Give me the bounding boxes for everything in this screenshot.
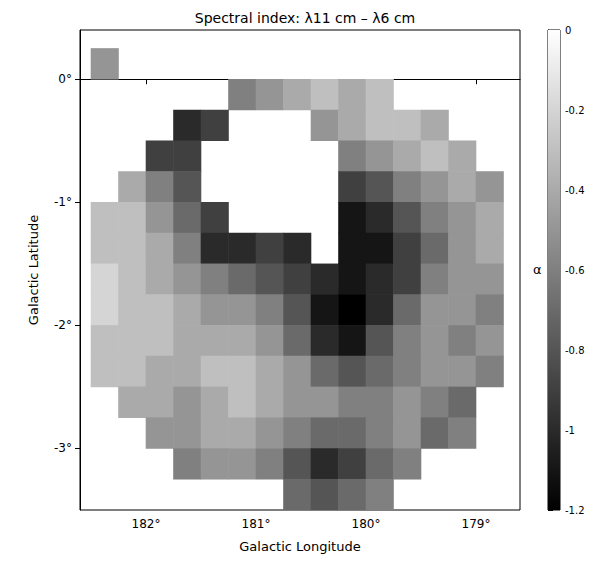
svg-text:179°: 179° [462,517,491,531]
svg-text:Galactic Longitude: Galactic Longitude [239,539,360,554]
svg-text:-2°: -2° [54,318,72,332]
svg-text:-0.8: -0.8 [565,345,585,356]
svg-text:182°: 182° [132,517,161,531]
svg-text:Spectral index: λ11 cm – λ6 cm: Spectral index: λ11 cm – λ6 cm [195,10,415,26]
svg-text:0°: 0° [58,72,72,86]
svg-text:Galactic Latitude: Galactic Latitude [26,215,41,325]
svg-text:0: 0 [565,25,571,36]
svg-text:-1: -1 [565,425,575,436]
svg-text:-1.2: -1.2 [565,505,585,516]
svg-text:-3°: -3° [54,441,72,455]
svg-text:-0.6: -0.6 [565,265,585,276]
svg-text:-0.2: -0.2 [565,105,585,116]
svg-text:α: α [533,262,542,277]
svg-text:-0.4: -0.4 [565,185,585,196]
svg-text:180°: 180° [352,517,381,531]
svg-text:181°: 181° [242,517,271,531]
svg-text:-1°: -1° [54,195,72,209]
